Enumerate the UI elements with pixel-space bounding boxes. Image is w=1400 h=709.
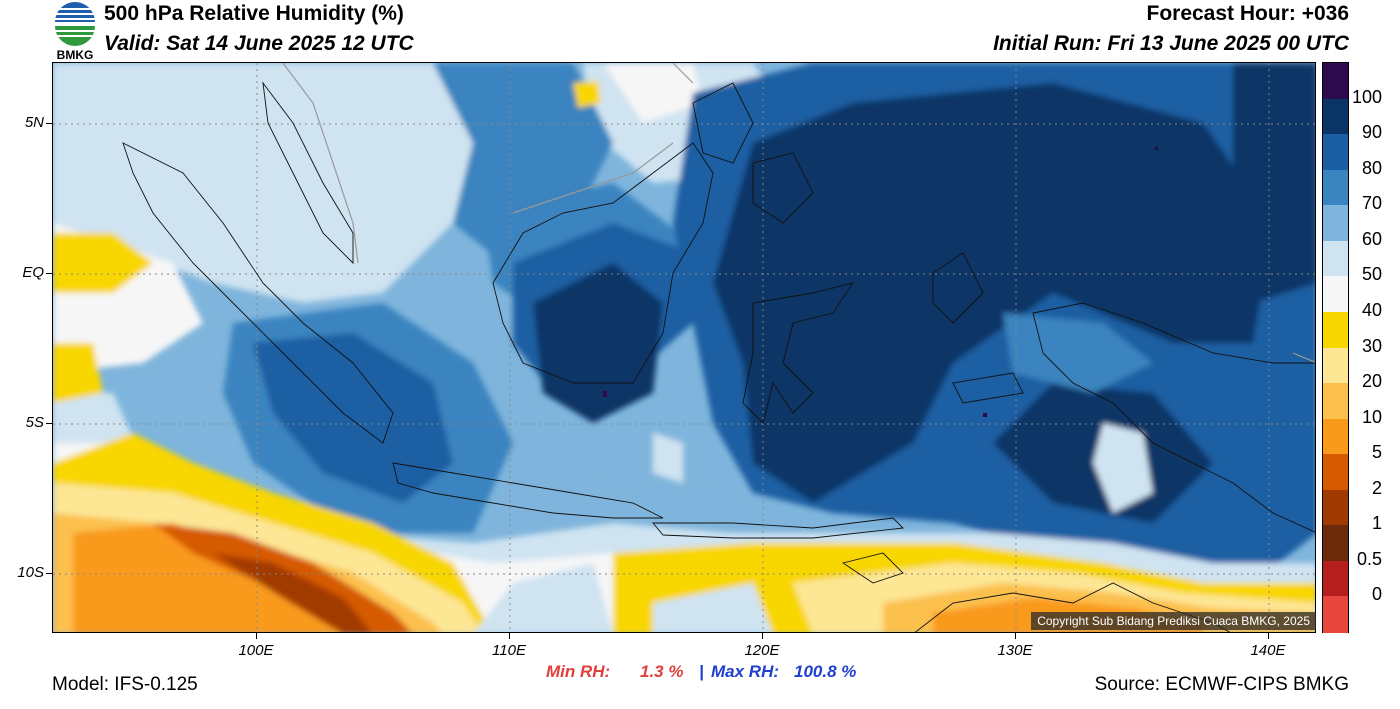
copyright-notice: Copyright Sub Bidang Prediksi Cuaca BMKG…	[1031, 612, 1316, 630]
colorbar-label: 80	[1361, 157, 1382, 178]
lat-label-5s: 5S	[25, 414, 44, 431]
forecast-hour: Forecast Hour: +036	[1146, 2, 1350, 25]
initial-run: Initial Run: Fri 13 June 2025 00 UTC	[993, 32, 1349, 55]
humidity-map	[52, 62, 1316, 633]
colorbar-label: 60	[1361, 228, 1382, 249]
model-label: Model: IFS-0.125	[52, 674, 198, 695]
colorbar-segment	[1323, 240, 1348, 277]
colorbar-label: 100	[1351, 86, 1382, 107]
colorbar-label: 5	[1371, 442, 1382, 463]
logo-text: BMKG	[57, 48, 94, 62]
colorbar-segment	[1323, 276, 1348, 313]
bmkg-logo-icon: BMKG	[55, 2, 95, 62]
colorbar-label: 0.5	[1356, 548, 1382, 569]
colorbar-label: 2	[1371, 477, 1382, 498]
colorbar-segment	[1323, 347, 1348, 384]
lon-label-140e: 140E	[1250, 642, 1286, 659]
min-rh-value: 1.3 %	[640, 662, 684, 681]
max-rh-label: Max RH:	[711, 662, 780, 681]
colorbar-label: 20	[1361, 371, 1382, 392]
colorbar-segment	[1323, 311, 1348, 348]
colorbar-label: 40	[1361, 299, 1382, 320]
valid-time: Valid: Sat 14 June 2025 12 UTC	[104, 32, 414, 55]
colorbar-segment	[1323, 454, 1348, 491]
max-rh-value: 100.8 %	[794, 662, 857, 681]
lat-tick	[46, 423, 52, 424]
stat-separator: |	[699, 662, 704, 681]
humidity-field	[53, 63, 1315, 632]
colorbar-label: 1	[1371, 513, 1382, 534]
colorbar-label: 50	[1361, 264, 1382, 285]
lon-tick	[509, 633, 510, 639]
lat-tick	[46, 573, 52, 574]
colorbar-segment	[1323, 383, 1348, 420]
chart-title: 500 hPa Relative Humidity (%)	[104, 2, 404, 25]
source-label: Source: ECMWF-CIPS BMKG	[1094, 674, 1349, 695]
colorbar-segment	[1323, 418, 1348, 455]
lon-tick	[1268, 633, 1269, 639]
colorbar-segment	[1323, 134, 1348, 171]
min-rh-label: Min RH:	[546, 662, 611, 681]
colorbar-label: 0	[1371, 584, 1382, 605]
lat-label-eq: EQ	[22, 264, 44, 281]
lon-tick	[256, 633, 257, 639]
lon-tick	[762, 633, 763, 639]
lon-label-100e: 100E	[238, 642, 274, 659]
lon-label-110e: 110E	[492, 642, 526, 659]
colorbar-label: 10	[1361, 406, 1382, 427]
colorbar-segment	[1323, 489, 1348, 526]
lat-tick	[46, 123, 52, 124]
colorbar-segment	[1323, 525, 1348, 562]
colorbar-segment	[1323, 596, 1348, 633]
lon-label-130e: 130E	[997, 642, 1033, 659]
colorbar-segment	[1323, 205, 1348, 242]
colorbar-label: 70	[1361, 193, 1382, 214]
colorbar	[1322, 62, 1349, 633]
lat-tick	[46, 273, 52, 274]
lat-label-5n: 5N	[24, 114, 44, 131]
lat-label-10s: 10S	[17, 564, 44, 581]
lon-tick	[1015, 633, 1016, 639]
colorbar-segment	[1323, 98, 1348, 135]
colorbar-segment	[1323, 63, 1348, 100]
colorbar-label: 90	[1361, 122, 1382, 143]
colorbar-label: 30	[1361, 335, 1382, 356]
bmkg-logo: BMKG	[52, 0, 98, 62]
colorbar-segment	[1323, 169, 1348, 206]
colorbar-segment	[1323, 560, 1348, 597]
lon-label-120e: 120E	[744, 642, 780, 659]
